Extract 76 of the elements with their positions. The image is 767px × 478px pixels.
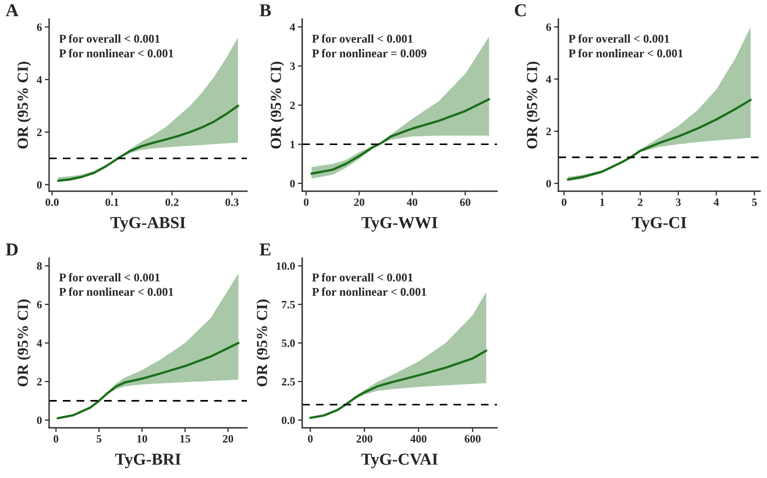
annotation: P for nonlinear < 0.001	[59, 287, 174, 296]
y-tick-label: 2	[546, 128, 551, 136]
x-tick-label: 20	[354, 198, 364, 206]
annotation: P for overall < 0.001	[59, 273, 160, 282]
x-tick-label: 0.3	[225, 198, 239, 206]
x-tick-label: 5	[96, 435, 102, 443]
y-tick-label: 4	[546, 76, 552, 83]
x-tick-label: 0.0	[46, 198, 59, 206]
annotation: P for overall < 0.001	[312, 273, 413, 282]
line-series	[566, 98, 752, 181]
x-tick-label: 0.1	[106, 198, 118, 206]
chart-title: D	[6, 244, 18, 256]
x-tick-label: 10	[137, 435, 148, 443]
y-tick-label: 2.5	[282, 378, 295, 386]
annotation: P for nonlinear < 0.001	[568, 48, 683, 58]
y-tick-label: 2	[37, 378, 42, 386]
x-tick-label: 60	[460, 198, 470, 206]
y-tick-label: 7.5	[282, 300, 295, 308]
chart-title: C	[514, 4, 526, 16]
y-tick-label: 5.0	[282, 339, 295, 347]
x-tick-label: 20	[222, 435, 234, 443]
x-tick-label: 1	[600, 198, 604, 206]
y-tick-label: 8	[36, 262, 42, 270]
y-tick-label: 1	[290, 140, 295, 148]
x-tick-label: 400	[410, 435, 426, 443]
x-axis-title: TyG-CVAI	[361, 454, 438, 468]
x-tick-label: 3	[676, 198, 681, 206]
y-tick-label: 0	[37, 181, 42, 189]
x-tick-label: 0	[304, 198, 309, 206]
y-tick-label: 3	[290, 62, 295, 70]
y-tick-label: 0.0	[282, 416, 295, 424]
x-axis-title: TyG-ABSI	[110, 217, 186, 232]
x-tick-label: 2	[638, 198, 643, 206]
x-axis-title: TyG-WWI	[362, 217, 438, 232]
x-tick-label: 200	[356, 435, 372, 443]
y-tick-label: 4	[36, 340, 42, 347]
y-axis-title: OR (95% CI)	[17, 300, 32, 386]
y-tick-label: 6	[36, 300, 42, 308]
y-axis-title: OR (95% CI)	[270, 62, 284, 149]
line-series	[309, 350, 488, 419]
line-series	[56, 342, 240, 420]
x-tick-label: 40	[406, 198, 418, 206]
y-tick-label: 4	[290, 23, 296, 31]
x-axis-title: TyG-BRI	[115, 454, 181, 468]
chart-title: A	[6, 4, 18, 16]
x-tick-label: 0	[562, 198, 566, 206]
annotation: P for nonlinear = 0.009	[312, 48, 426, 58]
x-tick-label: 0.2	[165, 198, 178, 206]
y-axis-title: OR (95% CI)	[256, 300, 270, 386]
x-tick-label: 0	[54, 435, 58, 443]
chart-title: B	[260, 4, 271, 16]
x-tick-label: 5	[752, 198, 757, 206]
y-tick-label: 6	[546, 23, 552, 31]
y-tick-label: 10.0	[276, 262, 295, 270]
y-tick-label: 6	[36, 24, 42, 31]
annotation: P for overall < 0.001	[59, 34, 160, 43]
annotation: P for nonlinear < 0.001	[59, 48, 174, 58]
line-series	[310, 98, 490, 175]
y-tick-label: 0	[37, 416, 42, 424]
chart-title: E	[260, 244, 270, 256]
y-tick-label: 2	[290, 102, 295, 110]
x-axis-title: TyG-CI	[632, 217, 686, 232]
annotation: P for overall < 0.001	[568, 34, 670, 43]
x-tick-label: 600	[464, 435, 481, 443]
x-tick-label: 0	[308, 435, 313, 443]
y-tick-label: 0	[546, 180, 552, 188]
x-tick-label: 4	[714, 198, 719, 206]
x-tick-label: 15	[180, 435, 190, 443]
annotation: P for overall < 0.001	[312, 34, 413, 43]
y-tick-label: 0	[290, 180, 295, 188]
line-series	[56, 104, 240, 182]
y-tick-label: 2	[37, 128, 42, 136]
y-axis-title: OR (95% CI)	[526, 62, 540, 149]
y-tick-label: 4	[36, 76, 42, 84]
y-axis-title: OR (95% CI)	[17, 62, 32, 149]
annotation: P for nonlinear < 0.001	[312, 287, 426, 296]
